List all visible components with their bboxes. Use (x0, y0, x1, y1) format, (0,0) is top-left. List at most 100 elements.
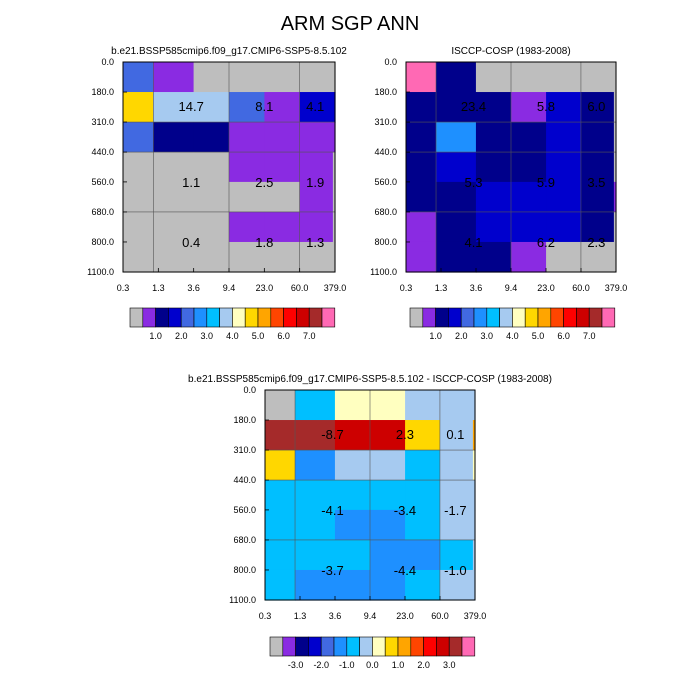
x-tick-label: 3.6 (329, 611, 342, 621)
heatmap-cell (475, 62, 512, 93)
colorbar-label: 2.0 (455, 331, 468, 341)
heatmap-cell (613, 152, 617, 183)
colorbar-label: 4.0 (226, 331, 239, 341)
cell-value-label: 0.1 (446, 427, 464, 442)
heatmap-cell (546, 211, 582, 243)
y-tick-label: 440.0 (374, 147, 397, 157)
heatmap-cell (332, 152, 336, 183)
heatmap-cell (153, 211, 195, 243)
x-tick-label: 379.0 (605, 283, 628, 293)
colorbar-swatch (461, 636, 476, 657)
colorbar-swatch (206, 307, 220, 328)
colorbar-label: 5.0 (532, 331, 545, 341)
heatmap-cell (546, 152, 582, 183)
heatmap-cell (264, 211, 301, 243)
heatmap-cell (334, 569, 371, 601)
colorbar-label: -3.0 (288, 660, 304, 670)
heatmap-cell (299, 181, 334, 213)
colorbar-label: 1.0 (429, 331, 442, 341)
heatmap-cell (299, 152, 334, 183)
heatmap-cell (475, 211, 512, 243)
y-tick-label: 440.0 (91, 147, 114, 157)
x-tick-label: 23.0 (396, 611, 414, 621)
heatmap-cell (405, 450, 441, 481)
heatmap-cell (546, 122, 582, 153)
x-tick-label: 9.4 (505, 283, 518, 293)
heatmap-cell (475, 241, 512, 273)
cell-value-label: -3.7 (321, 563, 343, 578)
colorbar-swatch (155, 307, 169, 328)
heatmap-cell (295, 509, 336, 541)
heatmap-cell (439, 390, 474, 421)
colorbar-swatch (296, 307, 310, 328)
heatmap-cell (332, 122, 336, 153)
heatmap-cell (193, 181, 230, 213)
heatmap-cell (264, 152, 301, 183)
heatmap-cell (265, 390, 296, 421)
heatmap-cell (436, 92, 477, 123)
colorbar-label: 7.0 (303, 331, 316, 341)
heatmap-cell (229, 122, 266, 153)
heatmap-cell (546, 62, 582, 93)
colorbar-swatch (372, 636, 386, 657)
x-tick-label: 60.0 (431, 611, 449, 621)
colorbar-label: 4.0 (506, 331, 519, 341)
heatmap-cell (332, 62, 336, 93)
colorbar-label: 3.0 (443, 660, 456, 670)
colorbar-swatch (282, 636, 296, 657)
colorbar-swatch (409, 307, 424, 328)
cell-value-label: -1.7 (444, 503, 466, 518)
heatmap-cell (580, 152, 615, 183)
cell-value-label: 6.2 (537, 235, 555, 250)
colorbar-swatch (588, 307, 603, 328)
heatmap-cell (264, 181, 301, 213)
heatmap-cell (436, 122, 477, 153)
y-tick-label: 560.0 (233, 505, 256, 515)
heatmap-cell (229, 181, 266, 213)
y-tick-label: 680.0 (233, 535, 256, 545)
heatmap-cell (436, 241, 477, 273)
x-tick-label: 379.0 (464, 611, 487, 621)
colorbar-swatch (193, 307, 208, 328)
x-tick-label: 379.0 (324, 283, 347, 293)
heatmap-cell (436, 211, 477, 243)
heatmap-cell (265, 539, 296, 571)
colorbar-swatch (499, 307, 513, 328)
y-tick-label: 1100.0 (87, 267, 114, 277)
cell-value-label: 2.3 (587, 235, 605, 250)
y-tick-label: 560.0 (91, 177, 114, 187)
cell-value-label: 14.7 (179, 99, 204, 114)
heatmap-cell (153, 152, 195, 183)
x-tick-label: 0.3 (400, 283, 413, 293)
heatmap-cell (153, 92, 195, 123)
heatmap-cell (439, 509, 474, 541)
y-tick-label: 1100.0 (370, 267, 397, 277)
cell-value-label: 5.9 (537, 175, 555, 190)
heatmap-cell (370, 509, 406, 541)
heatmap-cell (299, 241, 334, 273)
heatmap-cell (546, 92, 582, 123)
heatmap-cell (299, 122, 334, 153)
panel-title: b.e21.BSSP585cmip6.f09_g17.CMIP6-SSP5-8.… (111, 46, 347, 57)
heatmap-cell (295, 539, 336, 571)
y-tick-label: 560.0 (374, 177, 397, 187)
colorbar-swatch (168, 307, 182, 328)
heatmap-cell (613, 181, 617, 213)
heatmap-cell (439, 539, 474, 571)
colorbar-swatch (576, 307, 590, 328)
heatmap-cell (334, 509, 371, 541)
x-tick-label: 9.4 (223, 283, 236, 293)
panel-title: b.e21.BSSP585cmip6.f09_g17.CMIP6-SSP5-8.… (188, 374, 552, 385)
heatmap-cell (295, 480, 336, 511)
x-tick-label: 3.6 (470, 283, 483, 293)
heatmap-cell (406, 62, 437, 93)
heatmap-cell (153, 241, 195, 273)
colorbar-swatch (359, 636, 373, 657)
y-tick-label: 680.0 (91, 207, 114, 217)
colorbar-swatch (512, 307, 526, 328)
colorbar-swatch (448, 307, 462, 328)
heatmap-cell (511, 152, 547, 183)
heatmap-cell (370, 539, 406, 571)
colorbar-swatch (269, 636, 284, 657)
